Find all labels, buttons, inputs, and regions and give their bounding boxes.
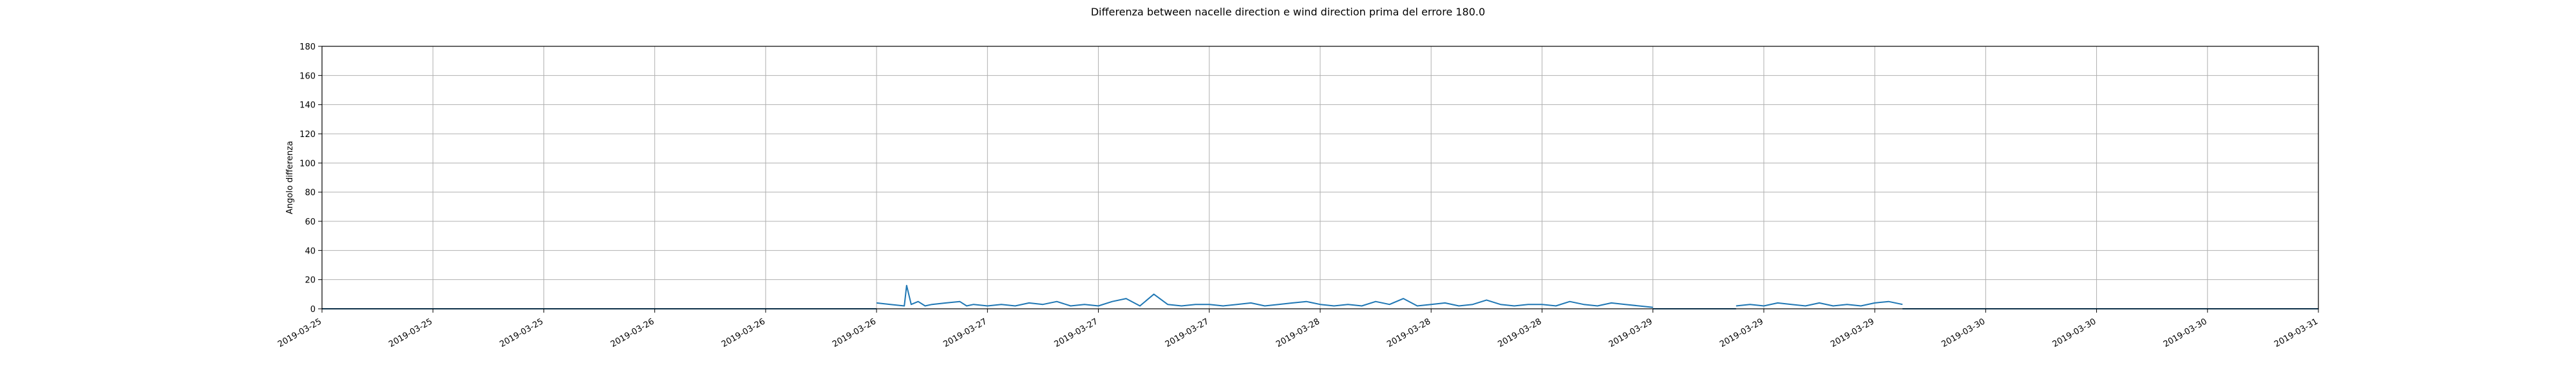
x-tick-label: 2019-03-30 xyxy=(1940,317,1987,349)
y-tick-label: 100 xyxy=(299,159,316,169)
x-tick-label: 2019-03-25 xyxy=(387,317,434,349)
series-line-segment xyxy=(1736,300,1903,307)
grid-lines xyxy=(321,46,2319,309)
x-tick-label: 2019-03-27 xyxy=(1164,317,1211,349)
x-tick-label: 2019-03-28 xyxy=(1385,317,1432,349)
x-tick-label: 2019-03-26 xyxy=(720,317,767,349)
x-tick-label: 2019-03-28 xyxy=(1497,317,1544,349)
series-line-segment xyxy=(876,284,1653,308)
x-tick-label: 2019-03-26 xyxy=(831,317,878,349)
y-tick-label: 40 xyxy=(305,246,316,256)
y-tick-label: 180 xyxy=(299,42,316,52)
x-tick-label: 2019-03-30 xyxy=(2051,317,2098,349)
x-tick-label: 2019-03-25 xyxy=(498,317,545,349)
y-axis-label: Angolo differenza xyxy=(285,141,295,214)
x-tick-label: 2019-03-29 xyxy=(1718,317,1765,349)
x-tick-label: 2019-03-26 xyxy=(609,317,656,349)
y-tick-label: 80 xyxy=(305,188,316,198)
y-tick-label: 120 xyxy=(299,130,316,140)
x-axis-ticks: 2019-03-25 2019-03-25 2019-03-25 2019-03-26… xyxy=(276,309,2320,349)
x-tick-label: 2019-03-29 xyxy=(1829,317,1876,349)
x-tick-label: 2019-03-28 xyxy=(1274,317,1321,349)
x-tick-label: 2019-03-31 xyxy=(2273,317,2320,349)
x-tick-label: 2019-03-27 xyxy=(1053,317,1100,349)
x-tick-label: 2019-03-27 xyxy=(942,317,989,349)
y-tick-label: 0 xyxy=(310,305,316,315)
y-tick-label: 160 xyxy=(299,71,316,81)
x-tick-label: 2019-03-30 xyxy=(2162,317,2209,349)
y-tick-label: 140 xyxy=(299,101,316,111)
x-tick-label: 2019-03-25 xyxy=(276,317,323,349)
y-axis-ticks: 0 20 40 60 80 100 120 140 160 180 xyxy=(299,42,322,315)
x-tick-label: 2019-03-29 xyxy=(1607,317,1654,349)
y-tick-label: 20 xyxy=(305,276,316,286)
chart-title: Differenza between nacelle direction e w… xyxy=(1091,6,1485,18)
y-tick-label: 60 xyxy=(305,217,316,227)
